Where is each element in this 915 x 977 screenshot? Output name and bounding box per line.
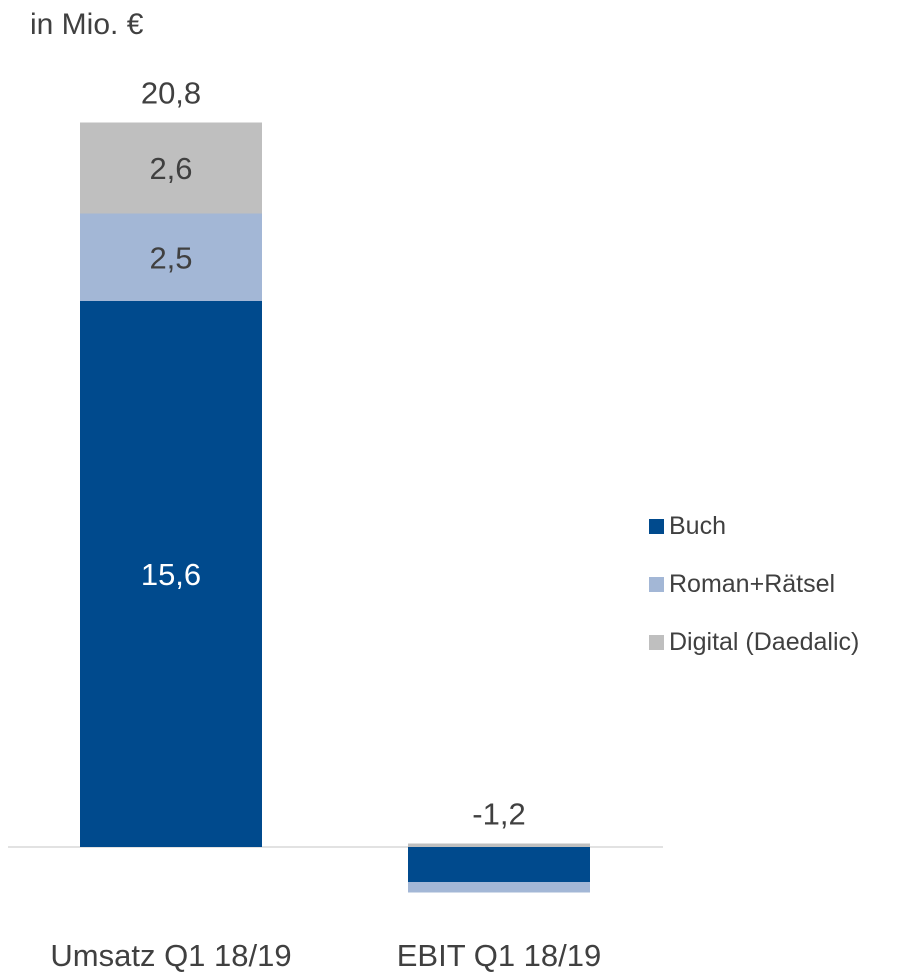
segment-label: 2,5	[149, 240, 192, 275]
unit-label: in Mio. €	[30, 8, 144, 41]
segment-label: 2,6	[149, 151, 192, 186]
legend-swatch	[649, 576, 664, 592]
category-label: Umsatz Q1 18/19	[50, 938, 291, 973]
legend-item-digital-daedalic: Digital (Daedalic)	[649, 613, 859, 671]
legend-item-roman-r-tsel: Roman+Rätsel	[649, 555, 859, 613]
category-label: EBIT Q1 18/19	[397, 938, 602, 973]
bar-segment-buch-2	[408, 847, 590, 882]
legend-swatch	[649, 634, 664, 650]
legend-label: Buch	[669, 511, 726, 540]
segment-label: 15,6	[141, 557, 201, 592]
bar-segment-digital-daedalic-1	[80, 122, 262, 214]
legend-item-buch: Buch	[649, 497, 859, 555]
legend-swatch	[649, 518, 664, 534]
bar-segment-buch-1	[80, 301, 262, 847]
bar-segment-roman-r-tsel-1	[80, 213, 262, 301]
legend-label: Digital (Daedalic)	[669, 627, 860, 656]
total-label: 20,8	[141, 76, 201, 111]
legend-label: Roman+Rätsel	[669, 569, 836, 598]
bar-segment-digital-daedalic-2	[408, 843, 590, 847]
total-label: -1,2	[472, 797, 525, 832]
bar-segment-roman-r-tsel-2	[408, 882, 590, 893]
legend: Buch Roman+Rätsel Digital (Daedalic)	[649, 497, 859, 671]
